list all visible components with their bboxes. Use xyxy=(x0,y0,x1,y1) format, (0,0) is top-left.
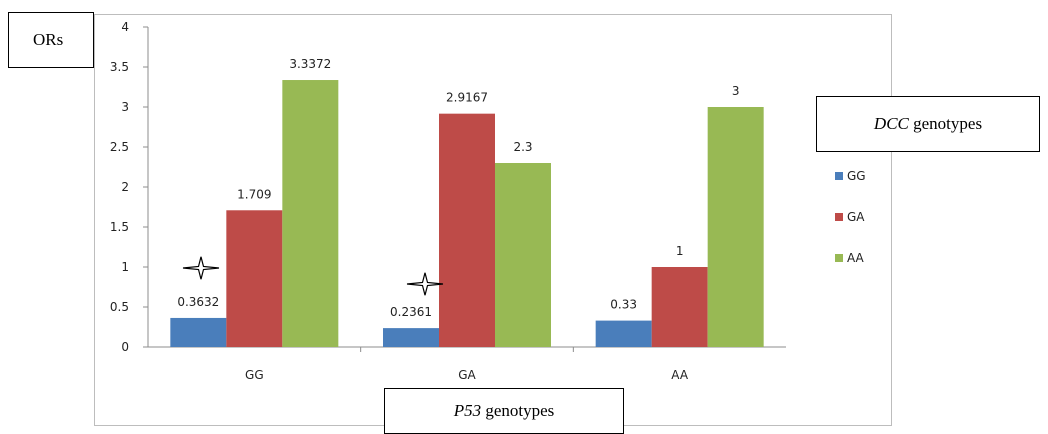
data-label: 0.2361 xyxy=(390,305,432,319)
x-axis-label-box: P53 genotypes xyxy=(384,388,624,434)
legend-entry-gg: GG xyxy=(847,169,866,183)
legend-swatch-aa xyxy=(835,254,843,262)
data-label: 2.9167 xyxy=(446,91,488,105)
y-tick-label: 3 xyxy=(121,100,129,114)
bar-ga-ga xyxy=(439,113,495,347)
data-label: 1.709 xyxy=(237,187,271,201)
x-tick-label: GG xyxy=(245,368,264,382)
y-tick-label: 0.5 xyxy=(110,300,129,314)
legend-entry-ga: GA xyxy=(847,210,865,224)
legend-title: DCC genotypes xyxy=(874,114,982,134)
data-label: 3 xyxy=(732,84,740,98)
legend-swatch-gg xyxy=(835,172,843,180)
y-tick-label: 4 xyxy=(121,20,129,34)
data-label: 0.33 xyxy=(610,298,637,312)
bar-ga-gg xyxy=(383,328,439,347)
bar-gg-aa xyxy=(282,80,339,348)
data-label: 0.3632 xyxy=(177,295,219,309)
legend-title-rest: genotypes xyxy=(908,114,983,133)
y-tick-label: 3.5 xyxy=(110,60,129,74)
x-axis-label-rest: genotypes xyxy=(481,401,555,420)
x-tick-label: AA xyxy=(671,368,689,382)
legend-entry-aa: AA xyxy=(847,251,865,265)
data-label: 1 xyxy=(676,244,684,258)
bar-ga-aa xyxy=(495,163,551,347)
y-tick-label: 2.5 xyxy=(110,140,129,154)
x-tick-label: GA xyxy=(458,368,476,382)
legend-title-box: DCC genotypes xyxy=(816,96,1040,152)
y-tick-label: 2 xyxy=(121,180,129,194)
legend-title-gene: DCC xyxy=(873,114,909,133)
y-tick-label: 1 xyxy=(121,260,129,274)
x-axis-label-gene: P53 xyxy=(453,401,482,420)
y-tick-label: 1.5 xyxy=(110,220,129,234)
data-label: 3.3372 xyxy=(289,57,331,71)
legend-swatch-ga xyxy=(835,213,843,221)
star-annotation-icon xyxy=(182,256,220,280)
bar-aa-gg xyxy=(595,320,652,347)
y-axis-label: ORs xyxy=(33,30,64,49)
y-tick-label: 0 xyxy=(121,340,129,354)
y-axis-label-box: ORs xyxy=(8,12,94,68)
star-annotation-icon xyxy=(406,272,444,296)
bar-gg-gg xyxy=(170,317,227,347)
data-label: 2.3 xyxy=(513,140,532,154)
bar-aa-aa xyxy=(707,107,764,347)
bar-gg-ga xyxy=(226,210,283,347)
x-axis-label: P53 genotypes xyxy=(454,401,555,421)
bar-aa-ga xyxy=(651,267,708,347)
